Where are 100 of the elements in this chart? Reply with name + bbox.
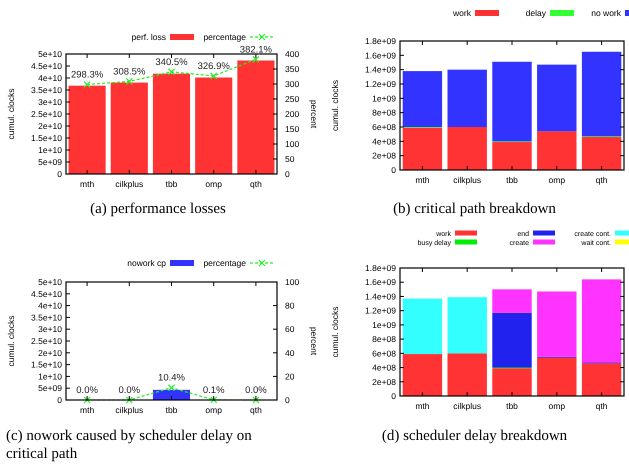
y-tick-label: 6e+08: [372, 122, 396, 132]
y-tick-label: 0: [391, 391, 396, 401]
legend-label: no work: [591, 8, 622, 18]
y2-tick-label: 250: [285, 94, 300, 104]
y-tick-label: 1.6e+09: [365, 50, 396, 60]
x-tick-label: tbb: [166, 405, 178, 415]
y-tick-label: 4.5e+10: [31, 288, 62, 299]
y-tick-label: 3e+10: [38, 324, 62, 334]
x-tick-label: omp: [205, 179, 222, 189]
data-label: 0.0%: [245, 385, 268, 396]
y2-tick-label: 200: [285, 109, 300, 119]
y-tick-label: 1.6e+09: [365, 277, 396, 288]
y2-tick-label: 60: [285, 324, 295, 334]
y-tick-label: 4e+08: [372, 362, 396, 373]
text: (b) critical path breakdown: [393, 201, 556, 217]
data-label: 308.5%: [113, 66, 146, 78]
y-tick-label: 0: [57, 395, 62, 405]
y2-axis-title: percent: [309, 326, 319, 356]
y-tick-label: 2e+08: [372, 376, 396, 387]
data-label: 298.3%: [70, 70, 104, 81]
y2-tick-label: 50: [285, 154, 295, 164]
y-tick-label: 1.8e+09: [365, 263, 396, 273]
y-tick-label: 8e+08: [372, 334, 396, 344]
y-tick-label: 1.5e+10: [31, 360, 62, 370]
x-tick-label: tbb: [166, 179, 178, 189]
y-tick-label: 1e+09: [372, 93, 396, 104]
data-label: 0.1%: [202, 384, 226, 396]
x-tick-label: omp: [205, 405, 222, 415]
y-tick-label: 3e+10: [38, 97, 62, 107]
y2-tick-label: 150: [285, 124, 300, 134]
x-tick-label: mth: [415, 175, 430, 185]
y-tick-label: 2e+10: [38, 348, 62, 358]
y-axis-title: cumul. clocks: [6, 315, 16, 367]
y-tick-label: 1.2e+09: [365, 79, 396, 89]
x-tick-label: qth: [250, 179, 262, 189]
legend-label: delay: [526, 8, 547, 18]
y2-axis-title: percent: [309, 100, 319, 129]
y-axis-title: cumul. clocks: [6, 88, 16, 140]
y-tick-label: 3.5e+10: [31, 312, 62, 322]
y2-tick-label: 350: [285, 64, 300, 74]
data-label: 340.5%: [155, 56, 188, 68]
y-tick-label: 5e+09: [38, 157, 62, 167]
y2-tick-label: 0: [285, 395, 290, 405]
y2-tick-label: 20: [285, 371, 295, 382]
y-tick-label: 1.8e+09: [365, 36, 396, 46]
y-tick-label: 1.2e+09: [365, 306, 396, 316]
y2-tick-label: 40: [285, 348, 295, 358]
data-label: 10.4%: [158, 372, 186, 384]
y-axis-title: cumul. clocks: [330, 306, 340, 358]
text: (c) nowork caused by scheduler delay on critical path: [6, 428, 252, 462]
y-tick-label: 1.4e+09: [365, 291, 396, 302]
legend-label: work: [452, 8, 472, 18]
legend-label: percentage: [203, 258, 246, 268]
x-tick-label: tbb: [506, 401, 518, 411]
data-label: 382.1%: [240, 44, 273, 56]
y-tick-label: 5e+10: [38, 277, 62, 287]
y-tick-label: 0: [391, 165, 396, 175]
legend-label: perf. loss: [132, 32, 166, 42]
data-label: 0.0%: [118, 385, 141, 396]
x-tick-label: omp: [548, 401, 566, 411]
y2-tick-label: 400: [285, 49, 300, 59]
y-tick-label: 4e+10: [38, 73, 62, 83]
legend-label: nowork cp: [127, 258, 166, 268]
y-tick-label: 2e+08: [372, 150, 396, 161]
data-label: 326.9%: [198, 60, 230, 72]
y-tick-label: 3.5e+10: [31, 85, 62, 95]
text: (a) performance losses: [90, 201, 226, 217]
y-tick-label: 4e+10: [38, 300, 62, 311]
data-label: 0.0%: [76, 385, 98, 396]
x-tick-label: cilkplus: [115, 405, 144, 415]
x-tick-label: mth: [80, 405, 94, 415]
x-tick-label: cilkplus: [453, 175, 482, 185]
y2-tick-label: 100: [285, 277, 300, 287]
text: (d) scheduler delay breakdown: [382, 428, 568, 444]
x-tick-label: cilkplus: [115, 179, 144, 189]
y-tick-label: 1e+09: [372, 320, 396, 330]
y-tick-label: 4e+08: [372, 136, 396, 146]
y-tick-label: 1e+10: [38, 145, 62, 155]
x-tick-label: tbb: [506, 175, 518, 185]
x-tick-label: qth: [250, 405, 262, 415]
y-tick-label: 1e+10: [38, 371, 62, 382]
legend-label: percentage: [203, 32, 246, 42]
y-tick-label: 5e+09: [38, 383, 62, 394]
x-tick-label: qth: [596, 175, 608, 185]
y-tick-label: 0: [57, 169, 62, 179]
y-tick-label: 4.5e+10: [31, 61, 62, 71]
y2-tick-label: 0: [285, 169, 290, 179]
x-tick-label: mth: [415, 401, 430, 411]
x-tick-label: qth: [596, 401, 608, 411]
y2-tick-label: 100: [285, 139, 300, 149]
y-tick-label: 2e+10: [38, 121, 62, 131]
y-tick-label: 2.5e+10: [31, 109, 62, 119]
y-tick-label: 6e+08: [372, 348, 396, 358]
x-tick-label: mth: [80, 179, 94, 189]
y-tick-label: 1.4e+09: [365, 64, 396, 75]
y2-tick-label: 80: [285, 300, 295, 311]
y-axis-title: cumul. clocks: [330, 80, 340, 132]
x-tick-label: cilkplus: [453, 401, 482, 411]
y-tick-label: 8e+08: [372, 108, 396, 118]
y-tick-label: 1.5e+10: [31, 133, 62, 143]
